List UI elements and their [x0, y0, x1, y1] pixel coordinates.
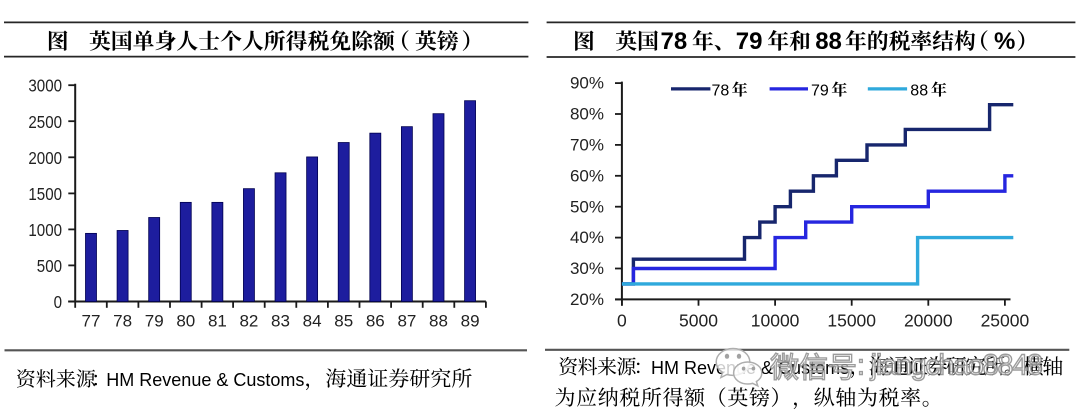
svg-text:80%: 80% [570, 105, 604, 124]
svg-text:89: 89 [461, 312, 480, 331]
svg-text:30%: 30% [570, 259, 604, 278]
svg-text:1000: 1000 [28, 220, 62, 241]
svg-text:88: 88 [429, 312, 448, 331]
svg-text:82: 82 [239, 312, 258, 331]
svg-text:20%: 20% [570, 290, 604, 309]
svg-text:20000: 20000 [904, 311, 953, 331]
svg-text:HM Revenue & Customs: HM Revenue & Customs [106, 370, 304, 390]
svg-text:2500: 2500 [28, 112, 62, 133]
svg-text:0: 0 [617, 311, 627, 331]
svg-text:2000: 2000 [28, 148, 62, 169]
svg-text:1500: 1500 [28, 184, 62, 205]
svg-text:70%: 70% [570, 136, 604, 155]
svg-text:78: 78 [661, 28, 688, 55]
svg-text:87: 87 [397, 312, 416, 331]
svg-text:79: 79 [145, 312, 164, 331]
svg-text:: jiangchao8848: : jiangchao8848 [857, 350, 1042, 382]
svg-text:84: 84 [303, 312, 322, 331]
svg-text:15000: 15000 [827, 311, 876, 331]
svg-text:0: 0 [54, 292, 62, 313]
svg-text:10000: 10000 [751, 311, 800, 331]
svg-text:90%: 90% [570, 74, 604, 93]
svg-text:80: 80 [176, 312, 195, 331]
svg-text:25000: 25000 [981, 311, 1030, 331]
svg-text:40%: 40% [570, 228, 604, 247]
svg-text:5000: 5000 [679, 311, 718, 331]
svg-text:78: 78 [113, 312, 132, 331]
svg-text:88: 88 [815, 28, 842, 55]
svg-text:85: 85 [334, 312, 353, 331]
svg-text:%: % [994, 28, 1015, 55]
svg-text:3000: 3000 [28, 75, 62, 96]
svg-text:86: 86 [366, 312, 385, 331]
svg-text:77: 77 [82, 312, 101, 331]
svg-text:83: 83 [271, 312, 290, 331]
svg-text:81: 81 [208, 312, 227, 331]
svg-text:78: 78 [712, 82, 730, 99]
svg-text:500: 500 [37, 256, 62, 277]
svg-text:79: 79 [811, 82, 829, 99]
svg-text:60%: 60% [570, 166, 604, 185]
svg-text:79: 79 [736, 28, 763, 55]
svg-text:50%: 50% [570, 197, 604, 216]
svg-text:88: 88 [910, 82, 928, 99]
